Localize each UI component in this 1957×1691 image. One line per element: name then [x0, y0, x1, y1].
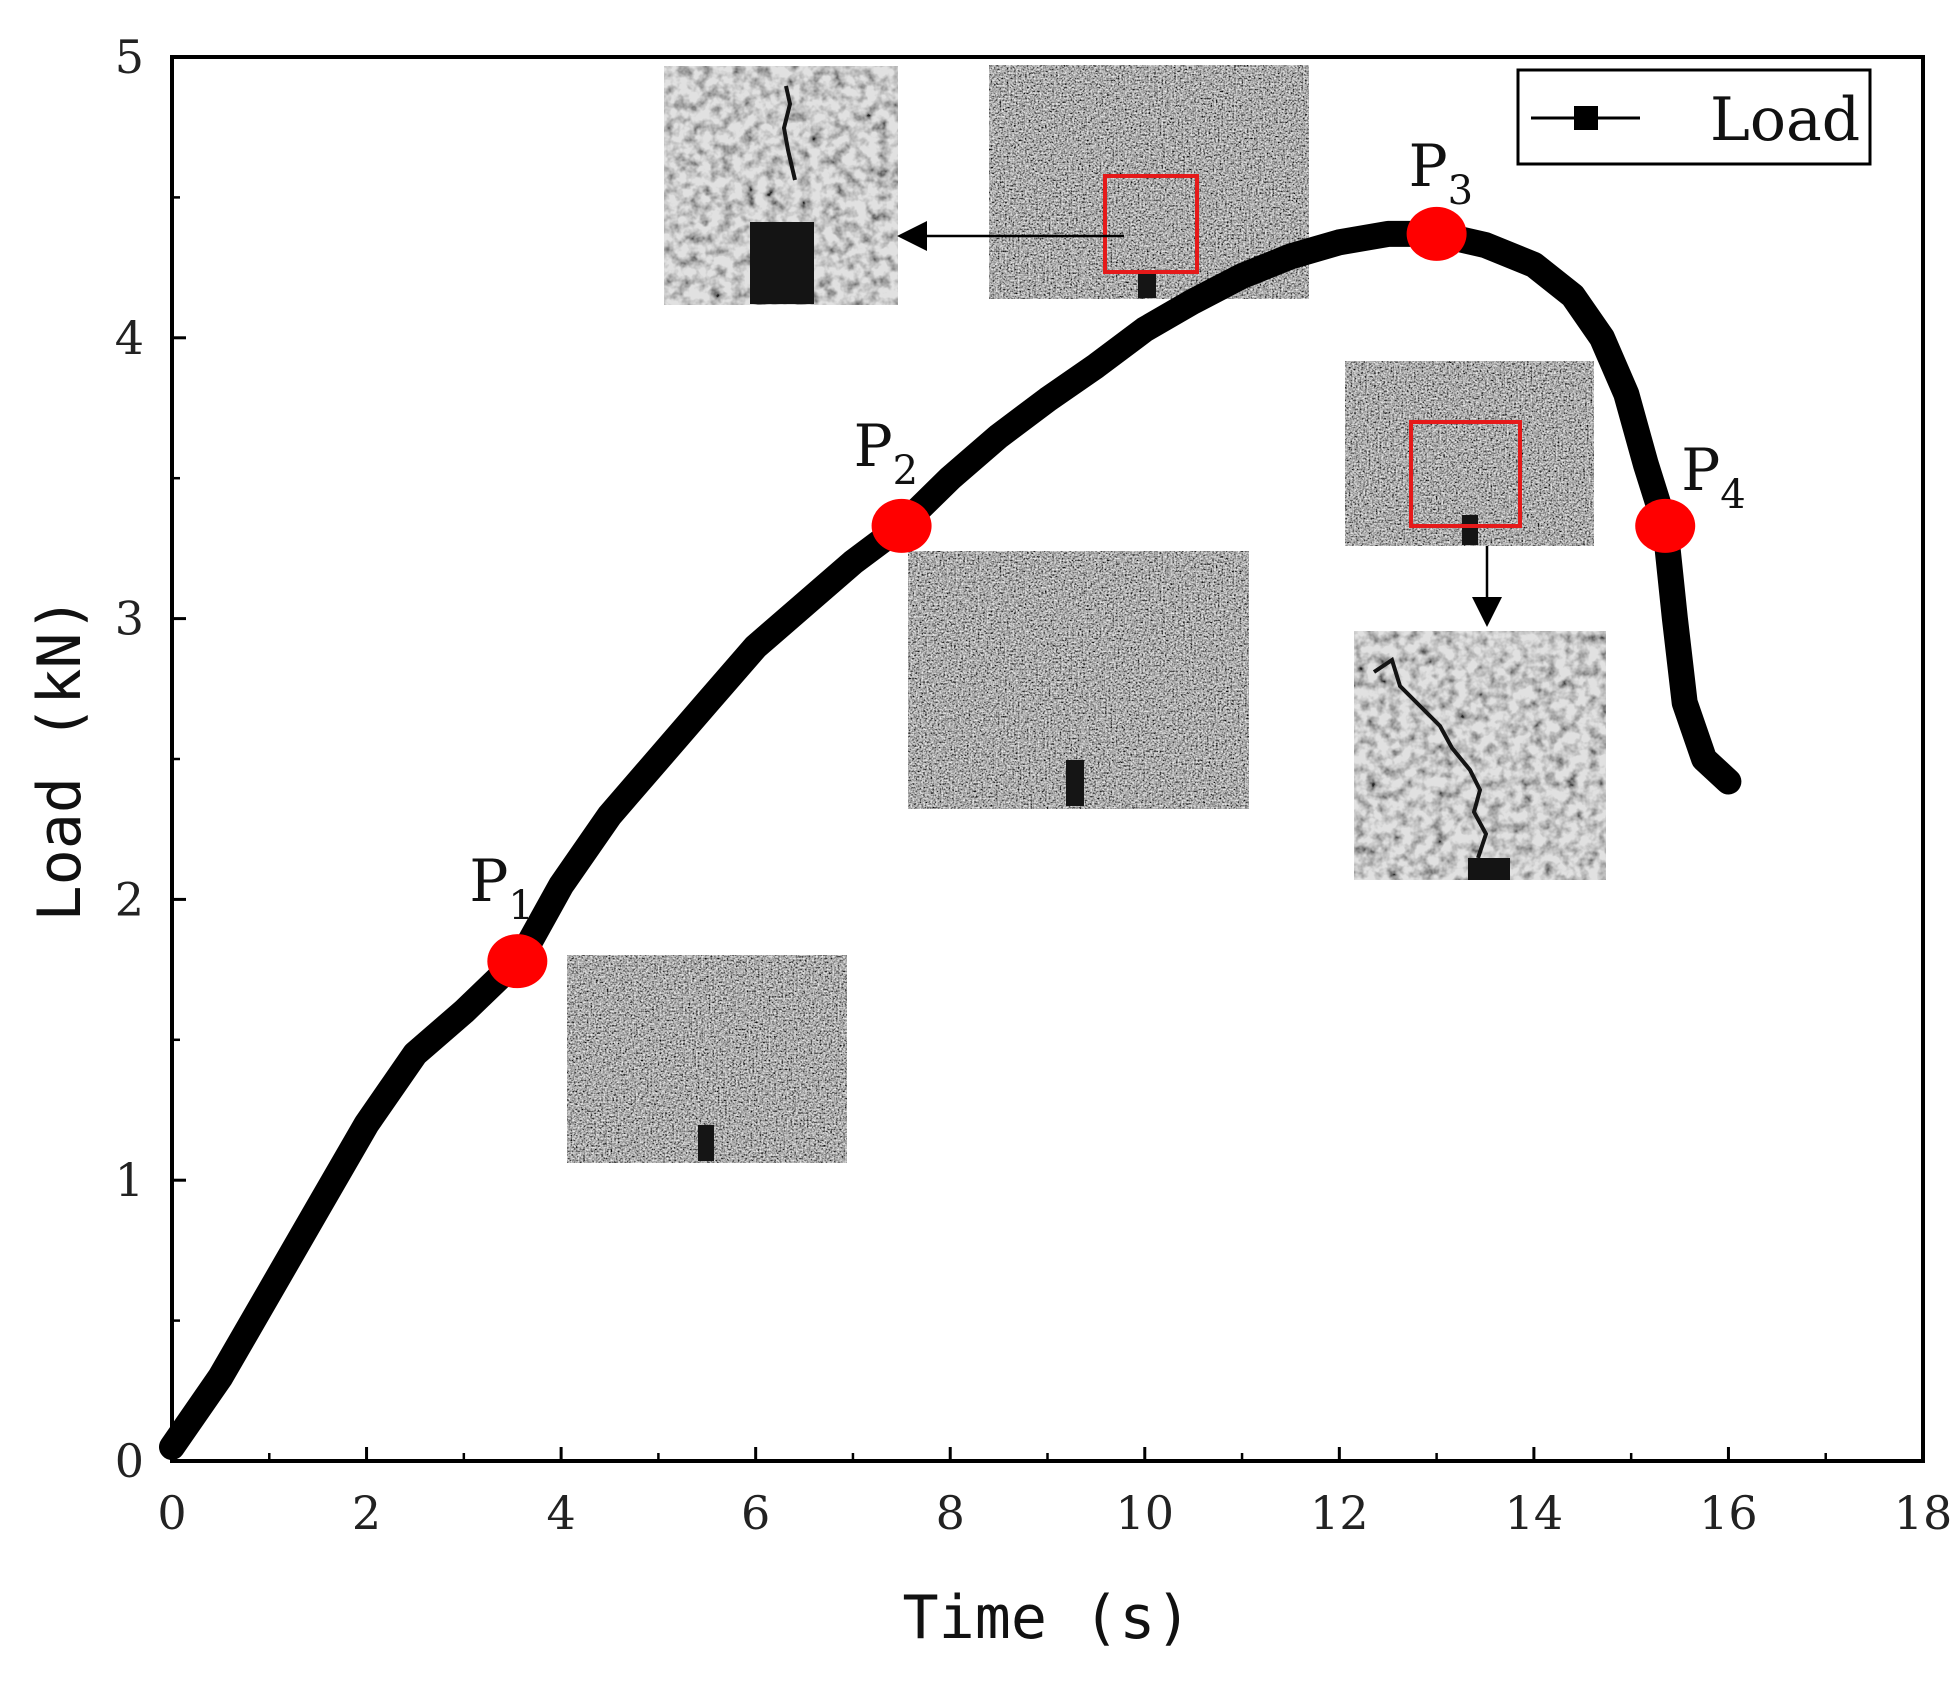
stage-marker-p2	[871, 498, 932, 553]
stage-marker-p3	[1406, 206, 1467, 261]
stage-marker-p4	[1635, 498, 1696, 553]
legend-label: Load	[1710, 85, 1860, 155]
x-axis: 0 2 4 6 8 10 12 14 16 18	[157, 1447, 1952, 1540]
stage-markers: P1 P2 P3 P4	[469, 132, 1746, 989]
y-tick-label: 5	[115, 30, 144, 84]
inset-p3-crack-zoom	[664, 66, 898, 305]
inset-p1-specimen	[567, 955, 847, 1163]
x-tick-label: 16	[1699, 1486, 1758, 1540]
y-tick-label: 4	[115, 311, 144, 365]
stage-label-p3: P3	[1409, 132, 1473, 214]
inset-p3-highlight-box	[1103, 174, 1199, 274]
x-tick-label: 14	[1505, 1486, 1564, 1540]
load-curve-line	[159, 220, 1742, 1460]
x-tick-label: 6	[741, 1486, 770, 1540]
legend: Load	[1516, 68, 1872, 166]
x-tick-label: 4	[546, 1486, 575, 1540]
y-tick-label: 1	[115, 1153, 144, 1207]
load-series	[159, 220, 1742, 1460]
stage-label-p2: P2	[854, 412, 918, 494]
y-tick-label: 0	[115, 1434, 144, 1488]
x-axis-title: Time (s)	[903, 1583, 1192, 1653]
stage-marker-p1	[487, 934, 548, 989]
y-axis-title: Load (kN)	[25, 596, 95, 921]
y-tick-label: 2	[115, 872, 144, 926]
x-tick-label: 12	[1310, 1486, 1369, 1540]
inset-images	[567, 65, 1606, 1163]
inset-p4-specimen	[1345, 361, 1594, 546]
x-tick-label: 8	[936, 1486, 965, 1540]
y-axis: 0 1 2 3 4 5	[115, 30, 186, 1488]
legend-marker-sample	[1574, 106, 1598, 130]
x-tick-label: 10	[1116, 1486, 1175, 1540]
x-tick-label: 2	[352, 1486, 381, 1540]
inset-p2-specimen	[908, 551, 1249, 809]
stage-label-p4: P4	[1681, 436, 1745, 518]
inset-p4-crack-zoom	[1354, 631, 1606, 880]
stage-label-p1: P1	[469, 847, 533, 929]
inset-p4-highlight-box	[1409, 420, 1522, 528]
x-tick-label: 18	[1894, 1486, 1953, 1540]
y-tick-label: 3	[115, 592, 144, 646]
x-tick-label: 0	[157, 1486, 186, 1540]
